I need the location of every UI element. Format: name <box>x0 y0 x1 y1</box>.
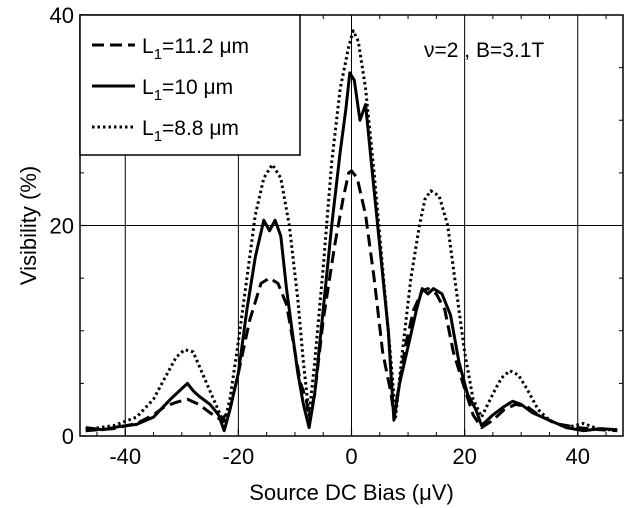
legend-label-1: L1=11.2 μm <box>142 35 249 63</box>
y-tick-label: 20 <box>50 214 74 239</box>
ticks <box>80 14 623 437</box>
x-tick-label: -40 <box>109 444 141 469</box>
tick-labels: -40 -20 0 20 40 0 20 40 <box>50 3 590 469</box>
x-tick-label: 0 <box>345 444 357 469</box>
legend-label-3: L1=8.8 μm <box>142 117 239 145</box>
series-line-3 <box>85 29 618 432</box>
y-tick-label: 0 <box>62 424 74 449</box>
x-tick-label: 40 <box>566 444 590 469</box>
series-line-2 <box>85 71 618 433</box>
series-layer <box>85 29 618 433</box>
x-tick-label: 20 <box>452 444 476 469</box>
legend-label-2: L1=10 μm <box>142 76 233 104</box>
y-axis-label: Visibility (%) <box>16 166 41 285</box>
chart-annotation: ν=2 , B=3.1T <box>424 39 544 62</box>
y-tick-label: 40 <box>50 3 74 28</box>
x-tick-label: -20 <box>222 444 254 469</box>
legend: L1=11.2 μm L1=10 μm L1=8.8 μm <box>79 14 301 156</box>
x-axis-label: Source DC Bias (μV) <box>249 480 454 505</box>
series-line-1 <box>85 169 618 433</box>
